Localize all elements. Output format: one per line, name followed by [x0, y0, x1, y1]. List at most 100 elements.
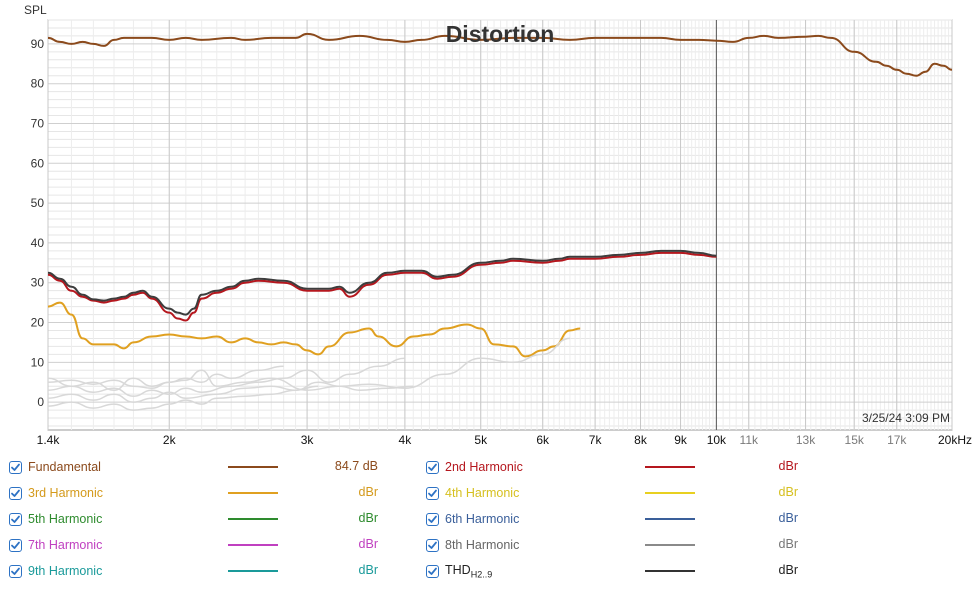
y-tick-label: 10: [31, 355, 45, 369]
x-tick-label: 9k: [674, 433, 688, 447]
checkmark-icon: [428, 489, 437, 497]
x-tick-label: 11k: [740, 433, 759, 447]
x-tick-label: 5k: [474, 433, 488, 447]
legend-swatch: [228, 544, 278, 546]
series-line-6th-harmonic: [47, 381, 414, 403]
legend: Fundamental 84.7 dB 2nd Harmonic dBr 3rd Har…: [0, 455, 976, 585]
checkmark-icon: [428, 567, 437, 575]
legend-label: 9th Harmonic: [28, 564, 103, 578]
legend-label: 5th Harmonic: [28, 512, 103, 526]
legend-checkbox[interactable]: [9, 460, 22, 474]
x-tick-label: 4k: [399, 433, 413, 447]
distortion-chart: 0 10 20 30 40 50 60 70 80 90 1.4k 2k 3k 4k 5k 6k 7k 8k 9k 1…: [24, 3, 972, 447]
x-tick-label: 6k: [536, 433, 550, 447]
legend-swatch: [645, 492, 695, 494]
series-line-thd: [47, 249, 717, 316]
y-tick-label: 20: [31, 316, 45, 330]
legend-label: 8th Harmonic: [445, 538, 520, 552]
legend-checkbox[interactable]: [426, 538, 439, 552]
y-tick-label: 60: [31, 156, 45, 170]
checkmark-icon: [428, 515, 437, 523]
legend-checkbox[interactable]: [9, 564, 22, 578]
legend-swatch: [645, 544, 695, 546]
y-tick-label: 40: [31, 236, 45, 250]
x-tick-label: 10k: [707, 433, 727, 447]
legend-label: 4th Harmonic: [445, 486, 520, 500]
legend-label: THDH2..9: [445, 562, 493, 580]
legend-swatch: [645, 518, 695, 520]
legend-label: Fundamental: [28, 460, 101, 474]
series-line-3rd-harmonic: [47, 301, 581, 358]
axes: 0 10 20 30 40 50 60 70 80 90 1.4k 2k 3k 4k 5k 6k 7k 8k 9k 1…: [31, 37, 972, 447]
x-tick-label: 2k: [163, 433, 177, 447]
legend-checkbox[interactable]: [426, 512, 439, 526]
legend-item-5th-harmonic[interactable]: 5th Harmonic: [9, 508, 102, 530]
legend-label: 7th Harmonic: [28, 538, 103, 552]
legend-value: dBr: [778, 563, 798, 577]
legend-checkbox[interactable]: [9, 538, 22, 552]
legend-checkbox[interactable]: [9, 512, 22, 526]
y-axis-label: SPL: [24, 3, 47, 17]
legend-checkbox[interactable]: [426, 486, 439, 500]
x-tick-label: 7k: [589, 433, 603, 447]
x-tick-label: 13k: [796, 433, 816, 447]
legend-swatch: [645, 466, 695, 468]
legend-item-6th-harmonic[interactable]: 6th Harmonic: [426, 508, 519, 530]
legend-swatch: [228, 492, 278, 494]
legend-item-9th-harmonic[interactable]: 9th Harmonic: [9, 560, 102, 582]
chart-title: Distortion: [446, 21, 555, 47]
legend-item-3rd-harmonic[interactable]: 3rd Harmonic: [9, 482, 103, 504]
checkmark-icon: [428, 463, 437, 471]
legend-checkbox[interactable]: [9, 486, 22, 500]
legend-swatch: [228, 466, 278, 468]
legend-label: 2nd Harmonic: [445, 460, 523, 474]
series-line-2nd-harmonic: [47, 251, 717, 322]
y-tick-label: 90: [31, 37, 45, 51]
y-tick-label: 70: [31, 116, 45, 130]
series-line-4th-harmonic: [47, 337, 570, 391]
series-line-7th-harmonic: [47, 385, 319, 411]
legend-value: dBr: [778, 485, 798, 499]
legend-item-8th-harmonic[interactable]: 8th Harmonic: [426, 534, 519, 556]
legend-label: 6th Harmonic: [445, 512, 520, 526]
legend-swatch: [228, 518, 278, 520]
legend-value: dBr: [778, 511, 798, 525]
legend-swatch: [228, 570, 278, 572]
legend-value: dBr: [778, 459, 798, 473]
checkmark-icon: [11, 489, 20, 497]
legend-value: dBr: [778, 537, 798, 551]
y-tick-label: 0: [37, 395, 44, 409]
y-tick-label: 30: [31, 276, 45, 290]
x-tick-label: 3k: [301, 433, 315, 447]
checkmark-icon: [11, 515, 20, 523]
legend-label: 3rd Harmonic: [28, 486, 104, 500]
legend-value: dBr: [358, 485, 378, 499]
checkmark-icon: [11, 463, 20, 471]
checkmark-icon: [11, 567, 20, 575]
plot-area: [47, 19, 953, 431]
legend-checkbox[interactable]: [426, 564, 439, 578]
legend-value: dBr: [358, 537, 378, 551]
legend-swatch: [645, 570, 695, 572]
series-line-fundamental: [47, 32, 953, 77]
series-line-8th-harmonic: [47, 365, 284, 391]
legend-item-2nd-harmonic[interactable]: 2nd Harmonic: [426, 456, 523, 478]
x-tick-label: 20kHz: [938, 433, 972, 447]
legend-item-4th-harmonic[interactable]: 4th Harmonic: [426, 482, 519, 504]
y-tick-label: 80: [31, 77, 45, 91]
x-tick-label: 15k: [845, 433, 865, 447]
checkmark-icon: [11, 541, 20, 549]
series-group: [47, 32, 953, 411]
y-tick-label: 50: [31, 196, 45, 210]
legend-checkbox[interactable]: [426, 460, 439, 474]
timestamp: 3/25/24 3:09 PM: [862, 411, 950, 425]
grid: [47, 19, 953, 431]
legend-value: dBr: [358, 563, 378, 577]
legend-item-7th-harmonic[interactable]: 7th Harmonic: [9, 534, 102, 556]
legend-value: dBr: [358, 511, 378, 525]
x-tick-label: 1.4k: [37, 433, 61, 447]
legend-item-fundamental[interactable]: Fundamental: [9, 456, 101, 478]
checkmark-icon: [428, 541, 437, 549]
legend-item-thd[interactable]: THDH2..9: [426, 560, 492, 582]
x-tick-label: 8k: [634, 433, 648, 447]
